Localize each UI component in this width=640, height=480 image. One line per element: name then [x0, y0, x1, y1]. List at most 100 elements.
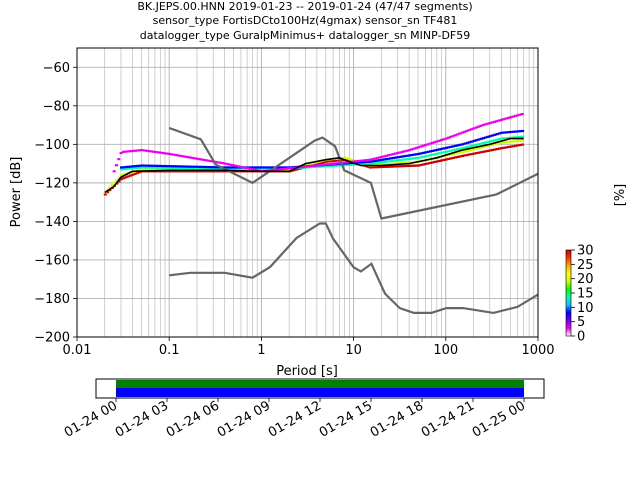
density-cell — [518, 139, 522, 142]
colorbar-tick-label: 10 — [577, 301, 594, 316]
density-cell — [385, 160, 389, 163]
density-cell — [493, 148, 497, 151]
density-cell — [463, 142, 467, 145]
density-cell — [426, 162, 430, 165]
density-cell — [493, 133, 497, 136]
density-cell — [375, 159, 379, 162]
density-cell — [426, 143, 430, 146]
density-cell — [502, 146, 506, 149]
density-cell — [315, 162, 319, 166]
density-cell — [182, 166, 186, 170]
density-cell — [433, 153, 437, 156]
density-cell — [306, 165, 310, 168]
density-cell — [154, 168, 158, 171]
colorbar-tick-label: 20 — [577, 272, 594, 287]
density-cell — [387, 165, 391, 168]
density-cell — [159, 164, 163, 168]
density-cell — [513, 114, 517, 118]
density-cell — [368, 162, 372, 165]
density-cell — [198, 168, 202, 171]
density-cell — [412, 164, 416, 167]
density-cell — [124, 150, 128, 153]
density-cell — [490, 148, 494, 152]
density-cell — [145, 166, 149, 169]
density-cell — [474, 139, 478, 142]
density-cell — [168, 170, 172, 173]
density-cell — [491, 139, 495, 142]
density-cell — [136, 164, 140, 168]
density-cell — [461, 143, 465, 146]
density-cell — [216, 170, 220, 173]
density-cell — [440, 147, 444, 150]
density-cell — [350, 163, 354, 166]
density-cell — [363, 159, 367, 162]
density-cell — [451, 145, 455, 148]
density-cell — [230, 166, 234, 169]
y-tick-label: −60 — [43, 61, 70, 76]
density-cell — [516, 130, 520, 133]
density-cell — [126, 165, 130, 168]
density-cell — [333, 162, 337, 165]
density-cell — [108, 186, 112, 189]
density-cell — [449, 135, 453, 139]
density-cell — [458, 155, 462, 158]
density-cell — [133, 172, 137, 175]
density-cell — [161, 164, 165, 168]
density-cell — [375, 157, 379, 160]
density-cell — [357, 161, 361, 164]
density-cell — [336, 164, 340, 167]
density-cell — [149, 166, 153, 169]
density-cell — [207, 159, 211, 162]
density-cell — [202, 167, 206, 170]
density-cell — [394, 165, 398, 168]
y-tick-label: −140 — [34, 215, 70, 230]
density-cell — [463, 154, 467, 157]
density-cell — [143, 164, 147, 167]
density-cell — [514, 144, 518, 147]
density-cell — [147, 164, 151, 167]
x-axis: 0.01 0.1 1 10 100 1000 — [63, 337, 555, 358]
density-cell — [147, 168, 151, 171]
density-cell — [226, 166, 230, 169]
density-cell — [472, 139, 476, 143]
density-cell — [173, 165, 177, 168]
density-cell — [188, 156, 192, 159]
density-cell — [479, 124, 483, 128]
density-cell — [114, 164, 118, 167]
density-cell — [310, 164, 314, 168]
density-cell — [507, 136, 511, 140]
density-cell — [142, 168, 146, 171]
density-cell — [419, 156, 423, 159]
density-cell — [313, 164, 317, 167]
density-cell — [332, 164, 336, 167]
density-cell — [124, 176, 128, 179]
density-cell — [511, 145, 515, 148]
density-cell — [456, 148, 460, 151]
density-cell — [396, 165, 400, 168]
density-cell — [380, 163, 384, 166]
density-cell — [117, 180, 121, 183]
density-cell — [253, 166, 257, 169]
density-cell — [348, 158, 352, 161]
density-cell — [232, 164, 236, 167]
density-cell — [359, 161, 363, 164]
density-cell — [472, 148, 476, 151]
density-cell — [495, 133, 499, 136]
density-cell — [202, 170, 206, 173]
density-cell — [396, 151, 400, 155]
density-cell — [154, 166, 158, 169]
density-cell — [138, 168, 142, 172]
density-cell — [514, 130, 518, 133]
density-cell — [509, 130, 513, 134]
density-cell — [184, 155, 188, 158]
density-cell — [145, 164, 149, 167]
density-cell — [279, 166, 283, 169]
density-cell — [223, 166, 227, 169]
x-tick-label: 0.01 — [63, 343, 92, 358]
density-cell — [163, 152, 167, 155]
density-cell — [435, 160, 439, 163]
density-cell — [250, 168, 254, 171]
density-cell — [304, 164, 308, 167]
density-cell — [329, 160, 333, 163]
